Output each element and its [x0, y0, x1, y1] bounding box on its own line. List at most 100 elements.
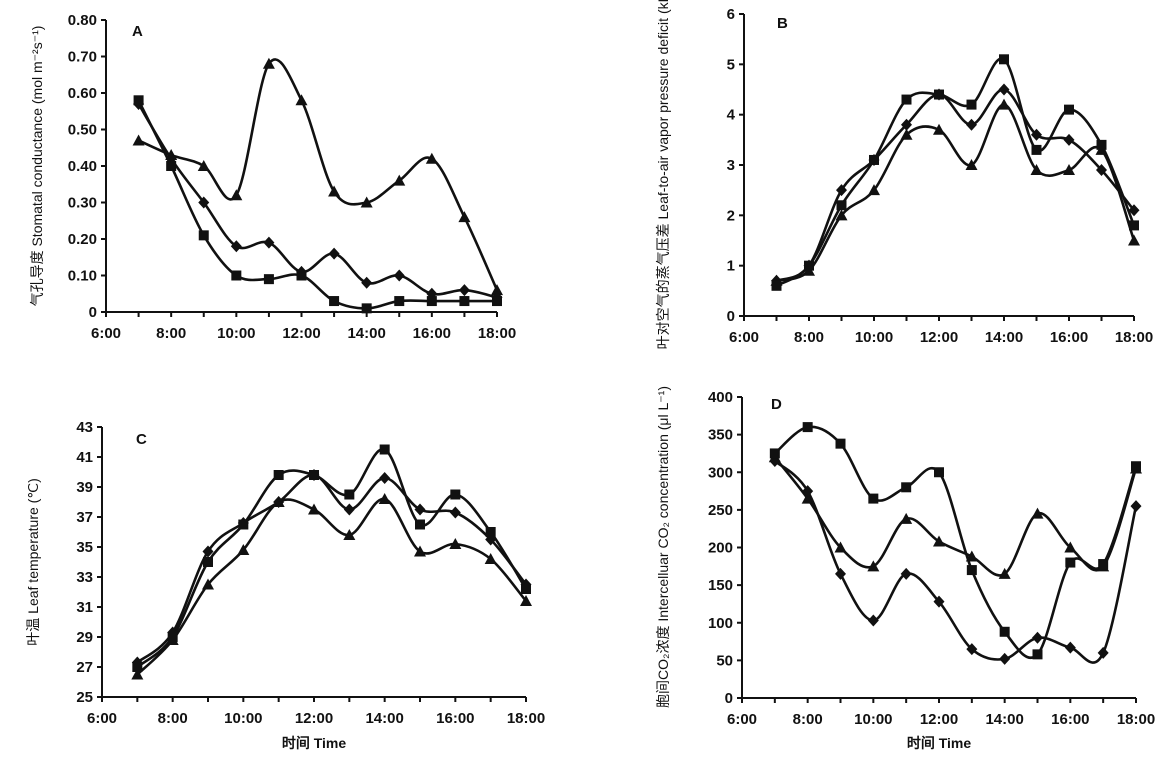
panel-d-x-tick-label: 6:00	[727, 711, 757, 728]
panel-a-y-tick-label: 0.10	[68, 268, 97, 285]
panel-a-series-line-square	[137, 99, 497, 310]
panel-d-y-tick-label: 250	[708, 502, 733, 519]
panel-a-series-triangle	[132, 57, 503, 296]
panel-a-point-square	[394, 296, 405, 307]
panel-c-point-square	[132, 662, 143, 672]
panel-c-x-tick-label: 8:00	[158, 710, 188, 727]
panel-c-y-tick-label: 37	[76, 509, 93, 526]
panel-c-x-tick-label: 6:00	[87, 710, 117, 727]
panel-d-point-triangle	[998, 567, 1011, 579]
panel-b-point-triangle	[998, 98, 1010, 110]
panel-a-y-tick-label: 0.70	[68, 49, 97, 66]
panel-d-point-triangle	[834, 541, 847, 553]
panel-d-point-diamond	[999, 652, 1011, 665]
panel-c-point-square	[344, 489, 355, 500]
panel-a-point-triangle	[132, 134, 145, 146]
panel-c-point-square	[415, 519, 425, 530]
panel-b-point-square	[966, 99, 977, 110]
panel-c-point-diamond	[273, 496, 285, 508]
panel-c-point-diamond	[202, 545, 214, 558]
panel-c-point-triangle	[449, 538, 462, 549]
panel-b-point-square	[869, 154, 879, 165]
panel-d-y-tick-label: 400	[708, 389, 733, 406]
panel-b-x-tick-label: 14:00	[985, 329, 1023, 346]
panel-a-point-square	[492, 296, 502, 307]
panel-c-point-square	[521, 584, 531, 594]
panel-c-y-tick-label: 33	[76, 569, 93, 586]
panel-d-x-tick-label: 8:00	[793, 711, 823, 728]
panel-d-point-triangle	[900, 512, 913, 524]
panel-b-y-tick-label: 0	[727, 308, 735, 325]
panel-c-point-square	[485, 527, 496, 537]
panel-a-x-tick-label: 12:00	[282, 325, 320, 342]
panel-d-point-triangle	[1031, 507, 1044, 519]
panel-d-point-square	[868, 493, 879, 504]
panel-c-x-axis-label: 时间 Time	[282, 735, 347, 751]
panel-b-x-tick-label: 12:00	[920, 329, 958, 346]
panel-c-point-triangle	[378, 493, 391, 504]
panel-c-x-tick-label: 18:00	[507, 710, 545, 727]
panel-c-y-axis-label: 叶温 Leaf temperature (℃)	[25, 478, 41, 645]
panel-b-y-axis-label: 叶对空气的蒸气压差 Leaf-to-air vapor pressure def…	[655, 0, 671, 349]
panel-b: 0 1 2 3 4 5 6 6:00 8:00 10:00 12:00 14:00 16:00 18:00…	[655, 0, 1153, 349]
panel-a-point-diamond	[393, 269, 405, 282]
panel-b-point-diamond	[1128, 204, 1140, 217]
panel-d-point-diamond	[1130, 500, 1142, 513]
panel-b-point-triangle	[1128, 234, 1140, 246]
panel-a-point-square	[133, 95, 144, 106]
panel-c-point-diamond	[414, 503, 426, 516]
panel-a-point-square	[459, 296, 470, 307]
panel-b-x-tick-label: 16:00	[1050, 329, 1088, 346]
panel-b-point-diamond	[836, 184, 847, 197]
panel-d-y-tick-label: 50	[716, 652, 733, 669]
panel-d-point-diamond	[835, 567, 846, 580]
panel-c-point-triangle	[131, 668, 144, 680]
panel-a-point-diamond	[328, 247, 340, 260]
panel-d-point-square	[1098, 559, 1109, 570]
panel-d-point-triangle	[801, 492, 814, 504]
panel-a-point-diamond	[198, 196, 210, 209]
panel-d-point-square	[802, 422, 813, 433]
panel-a-series-square	[133, 95, 502, 314]
panel-d-point-square	[999, 626, 1010, 637]
panel-c-point-square	[167, 632, 178, 642]
panel-d-series-square	[769, 422, 1141, 660]
panel-d-point-diamond	[1064, 641, 1076, 654]
panel-d-point-triangle	[1064, 541, 1077, 553]
panel-b-point-square	[771, 280, 782, 291]
panel-d-x-tick-label: 14:00	[985, 711, 1023, 728]
panel-b-point-square	[804, 260, 814, 271]
panel-a-point-triangle	[295, 94, 308, 106]
panel-b-y-tick-label: 3	[727, 157, 735, 174]
panel-b-point-diamond	[1063, 133, 1075, 146]
panel-a-point-triangle	[262, 57, 275, 69]
panel-d-point-diamond	[1097, 646, 1109, 659]
panel-d-series-line-diamond	[773, 459, 1138, 664]
panel-b-x-tick-label: 6:00	[729, 329, 759, 346]
panel-a-y-tick-label: 0	[89, 304, 97, 321]
panel-d-point-square	[901, 482, 912, 493]
panel-b-point-square	[836, 200, 847, 211]
panel-a-point-square	[329, 296, 340, 307]
panel-a-point-diamond	[230, 240, 242, 253]
panel-b-y-tick-label: 4	[727, 107, 736, 124]
panel-a-point-triangle	[491, 284, 503, 296]
panel-b-series-line-square	[775, 57, 1136, 287]
panel-c-y-tick-label: 35	[76, 539, 93, 556]
panel-d-point-square	[1032, 649, 1043, 660]
panel-d-y-tick-label: 350	[708, 427, 733, 444]
panel-a-x-tick-label: 10:00	[217, 325, 255, 342]
panel-d-point-square	[769, 448, 780, 459]
panel-c-series-square	[132, 444, 531, 672]
panel-a-y-tick-label: 0.80	[68, 12, 97, 29]
panel-a-point-triangle	[425, 152, 438, 164]
panel-c-letter: C	[136, 431, 147, 448]
panel-a-point-square	[296, 270, 307, 281]
panel-d-point-square	[1131, 461, 1141, 472]
panel-b-x-tick-label: 18:00	[1115, 329, 1153, 346]
panel-a-point-square	[263, 274, 274, 285]
panel-a-series-diamond	[133, 97, 503, 304]
panel-d-point-diamond	[933, 595, 945, 608]
